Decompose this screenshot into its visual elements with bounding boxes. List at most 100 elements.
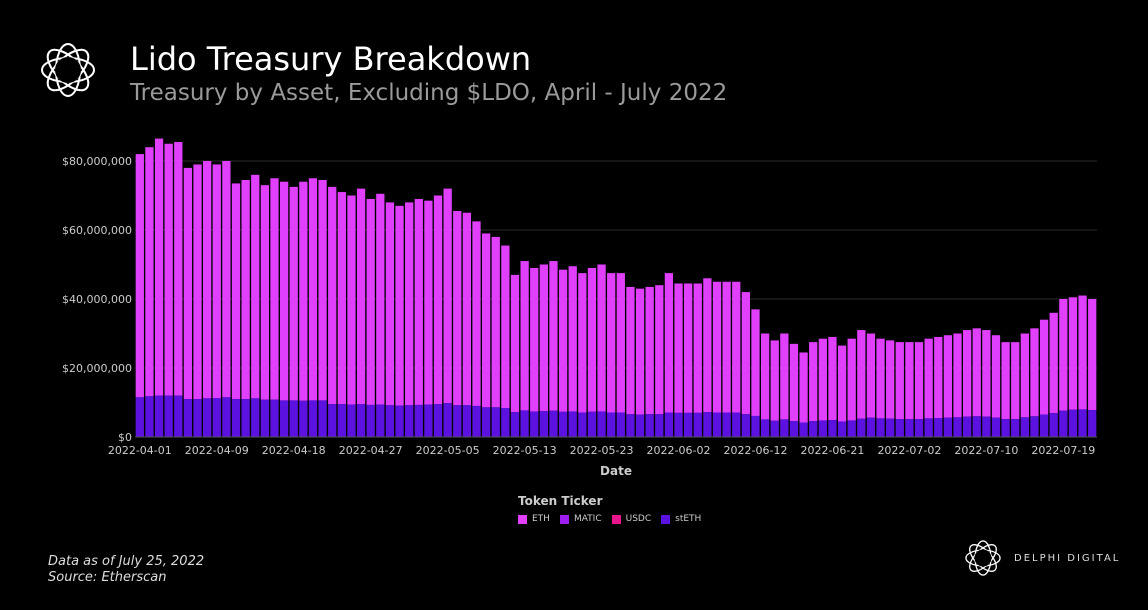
bar-eth bbox=[193, 164, 202, 400]
bar-eth bbox=[751, 309, 760, 416]
x-tick-label: 2022-06-21 bbox=[800, 444, 864, 457]
bar-eth bbox=[510, 274, 520, 413]
x-tick-label: 2022-05-13 bbox=[493, 444, 557, 457]
bar-eth bbox=[568, 266, 577, 412]
bar-steth bbox=[895, 419, 904, 437]
bar-steth bbox=[366, 404, 375, 437]
bar-eth bbox=[972, 328, 981, 417]
bar-steth bbox=[491, 407, 500, 437]
bar-eth bbox=[857, 330, 866, 419]
bar-steth bbox=[847, 420, 856, 437]
bar-eth bbox=[481, 233, 491, 408]
bar-eth bbox=[241, 179, 250, 400]
bar-eth bbox=[1039, 319, 1049, 415]
bar-steth bbox=[587, 411, 597, 437]
bar-steth bbox=[712, 412, 722, 437]
bar-steth bbox=[991, 417, 1001, 437]
legend-label: ETH bbox=[532, 514, 550, 524]
bar-steth bbox=[270, 399, 279, 437]
bar-steth bbox=[453, 405, 462, 437]
x-axis-label: Date bbox=[600, 464, 632, 478]
bar-eth bbox=[905, 342, 914, 420]
bar-steth bbox=[655, 414, 664, 437]
bar-steth bbox=[616, 412, 625, 437]
bar-eth bbox=[530, 267, 539, 412]
footer-note: Data as of July 25, 2022 Source: Ethersc… bbox=[48, 554, 204, 586]
bar-steth bbox=[578, 412, 587, 437]
bar-steth bbox=[414, 404, 423, 437]
legend-label: MATIC bbox=[573, 514, 602, 524]
bar-eth bbox=[982, 330, 991, 417]
bar-eth bbox=[587, 267, 597, 412]
bar-steth bbox=[751, 415, 760, 437]
x-tick-label: 2022-04-27 bbox=[339, 444, 403, 457]
bar-eth bbox=[674, 283, 683, 413]
bar-eth bbox=[1088, 299, 1097, 411]
bar-eth bbox=[693, 283, 702, 413]
bar-steth bbox=[385, 405, 395, 437]
bar-eth bbox=[424, 200, 433, 405]
bar-steth bbox=[1049, 413, 1058, 437]
bar-eth bbox=[347, 195, 356, 405]
bar-steth bbox=[510, 412, 520, 437]
bar-eth bbox=[1068, 297, 1078, 410]
bar-eth bbox=[914, 342, 924, 420]
bar-eth bbox=[453, 211, 462, 406]
bar-eth bbox=[799, 352, 808, 423]
bar-eth bbox=[1059, 299, 1068, 411]
bar-eth bbox=[828, 336, 837, 421]
bar-eth bbox=[626, 286, 635, 415]
bar-steth bbox=[635, 414, 645, 437]
bar-eth bbox=[645, 286, 654, 415]
bar-steth bbox=[1059, 410, 1068, 437]
bar-eth bbox=[203, 161, 212, 399]
bar-steth bbox=[145, 396, 154, 437]
bar-eth bbox=[953, 333, 962, 418]
bar-steth bbox=[1001, 419, 1010, 437]
bar-steth bbox=[914, 419, 924, 437]
bar-eth bbox=[895, 342, 904, 420]
y-tick-label: $40,000,000 bbox=[62, 293, 132, 306]
bar-eth bbox=[962, 330, 972, 417]
bar-steth bbox=[472, 405, 481, 437]
grid-lines bbox=[135, 160, 1097, 438]
chart-title: Lido Treasury Breakdown bbox=[130, 40, 532, 78]
bar-steth bbox=[799, 422, 808, 437]
bar-steth bbox=[231, 399, 241, 437]
bar-eth bbox=[549, 261, 558, 411]
bar-steth bbox=[760, 419, 770, 437]
bar-eth bbox=[164, 143, 173, 396]
bar-eth bbox=[318, 179, 327, 401]
bar-eth bbox=[1011, 342, 1020, 420]
bar-eth bbox=[443, 188, 452, 404]
y-tick-label: $80,000,000 bbox=[62, 155, 132, 168]
delphi-flower-logo-icon bbox=[962, 537, 1004, 579]
bar-eth bbox=[684, 283, 693, 413]
x-tick-label: 2022-06-12 bbox=[724, 444, 788, 457]
bar-eth bbox=[366, 198, 375, 405]
bar-steth bbox=[886, 418, 895, 437]
bar-steth bbox=[251, 398, 260, 437]
bars bbox=[135, 138, 1097, 437]
bar-eth bbox=[222, 161, 231, 398]
y-tick-label: $20,000,000 bbox=[62, 362, 132, 375]
bar-steth bbox=[953, 417, 962, 437]
bar-eth bbox=[462, 212, 472, 406]
bar-eth bbox=[260, 185, 270, 400]
source-text: Source: Etherscan bbox=[48, 570, 167, 585]
bar-steth bbox=[924, 418, 933, 437]
bar-eth bbox=[299, 181, 308, 401]
x-tick-label: 2022-07-02 bbox=[877, 444, 941, 457]
data-as-of-text: Data as of July 25, 2022 bbox=[48, 554, 205, 569]
bar-eth bbox=[655, 285, 664, 415]
bar-steth bbox=[212, 398, 221, 437]
bar-eth bbox=[789, 343, 799, 422]
legend-swatch bbox=[518, 514, 527, 524]
bar-eth bbox=[616, 273, 625, 413]
bar-steth bbox=[1030, 416, 1039, 437]
bar-eth bbox=[1049, 312, 1058, 414]
bar-steth bbox=[135, 397, 144, 437]
bar-steth bbox=[376, 404, 385, 437]
x-tick-label: 2022-04-18 bbox=[262, 444, 326, 457]
bar-steth bbox=[741, 414, 751, 437]
